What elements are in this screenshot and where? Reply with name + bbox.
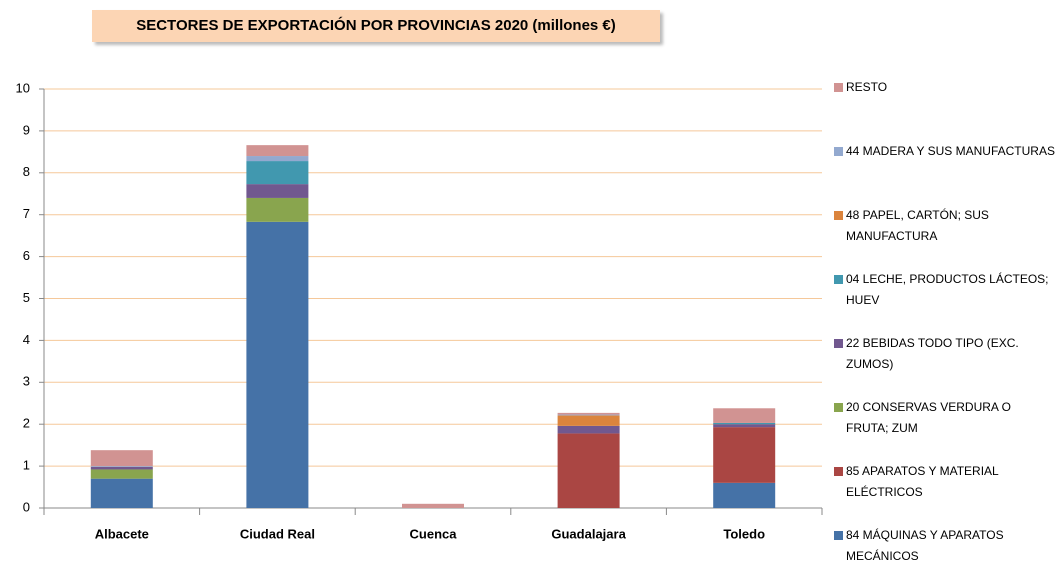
legend-swatch [834,211,843,220]
y-tick-label: 6 [23,248,30,263]
legend-label: 85 APARATOS Y MATERIAL ELÉCTRICOS [846,464,999,499]
legend-item: 85 APARATOS Y MATERIAL ELÉCTRICOS [834,461,1056,503]
bar-segment [713,422,776,425]
legend-item: 20 CONSERVAS VERDURA O FRUTA; ZUM [834,397,1056,439]
bar-segment [90,450,153,467]
legend-item: 22 BEBIDAS TODO TIPO (EXC. ZUMOS) [834,333,1056,375]
bar-segment [246,156,309,162]
legend-item: 44 MADERA Y SUS MANUFACTURAS [834,141,1056,162]
x-tick-label: Toledo [723,526,765,541]
legend-label: 44 MADERA Y SUS MANUFACTURAS [846,144,1055,158]
legend-label: 84 MÁQUINAS Y APARATOS MECÁNICOS [846,528,1004,563]
x-tick-label: Guadalajara [551,526,626,541]
bar-segment [557,415,620,426]
bar-segment [713,424,776,428]
bar-segment [402,503,464,508]
legend-label: 20 CONSERVAS VERDURA O FRUTA; ZUM [846,400,1011,435]
bar-segment [90,466,153,470]
x-tick-label: Cuenca [410,526,458,541]
legend-item: 04 LECHE, PRODUCTOS LÁCTEOS; HUEV [834,269,1056,311]
legend-swatch [834,83,843,92]
bar-segment [557,414,620,416]
y-tick-label: 9 [23,122,30,137]
legend-label: 04 LECHE, PRODUCTOS LÁCTEOS; HUEV [846,272,1049,307]
y-tick-label: 5 [23,290,30,305]
bar-segment [713,427,776,483]
bar-segment [713,482,776,508]
x-tick-label: Albacete [95,526,149,541]
legend-swatch [834,467,843,476]
bar-segment [90,466,153,467]
chart-title: SECTORES DE EXPORTACIÓN POR PROVINCIAS 2… [92,10,660,42]
y-tick-label: 1 [23,458,30,473]
bar-segment [246,161,309,185]
legend-label: RESTO [846,80,888,94]
legend-swatch [834,339,843,348]
y-tick-label: 0 [23,499,30,514]
x-tick-label: Ciudad Real [240,526,315,541]
legend-label: 48 PAPEL, CARTÓN; SUS MANUFACTURA [846,208,989,243]
bar-segment [557,412,620,415]
bar-segment [557,433,620,508]
legend-label: 22 BEBIDAS TODO TIPO (EXC. ZUMOS) [846,336,1019,371]
bar-segment [246,145,309,157]
bar-segment [246,184,309,198]
legend-item: RESTO [834,77,1056,98]
bar-segment [713,408,776,423]
y-tick-label: 4 [23,332,30,347]
y-tick-label: 2 [23,416,30,431]
legend-swatch [834,275,843,284]
y-tick-label: 7 [23,206,30,221]
legend-swatch [834,403,843,412]
legend-swatch [834,147,843,156]
y-tick-label: 10 [16,80,30,95]
legend-swatch [834,531,843,540]
y-tick-label: 3 [23,374,30,389]
bar-segment [557,425,620,434]
y-tick-label: 8 [23,164,30,179]
bar-segment [90,478,153,508]
bar-segment [246,197,309,222]
bar-segment [246,221,309,508]
legend-item: 48 PAPEL, CARTÓN; SUS MANUFACTURA [834,205,1056,247]
bar-segment [90,469,153,479]
legend-item: 84 MÁQUINAS Y APARATOS MECÁNICOS [834,525,1056,567]
